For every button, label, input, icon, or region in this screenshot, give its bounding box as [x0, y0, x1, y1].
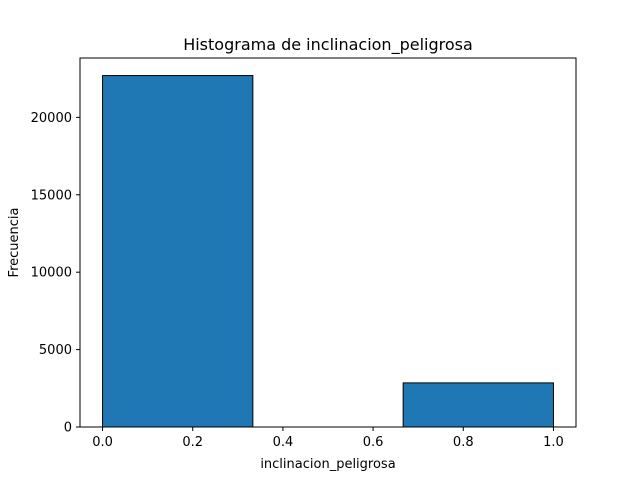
x-tick-label-5: 1.0 [543, 435, 564, 450]
histogram-bar-0 [102, 75, 254, 428]
x-axis-title: inclinacion_peligrosa [260, 457, 395, 472]
x-tick-label-0: 0.0 [92, 435, 113, 450]
x-tick-label-2: 0.4 [273, 435, 294, 450]
y-tick-label-1: 5000 [39, 343, 72, 358]
axes-frame [79, 57, 577, 428]
histogram-bar-2 [402, 382, 554, 428]
chart-title: Histograma de inclinacion_peligrosa [183, 35, 473, 55]
x-tick-label-4: 0.8 [453, 435, 474, 450]
x-tick-label-1: 0.2 [182, 435, 203, 450]
y-axis-title: Frecuencia [7, 208, 22, 278]
x-tick-label-3: 0.6 [363, 435, 384, 450]
y-tick-label-0: 0 [64, 421, 72, 436]
bars-layer [102, 75, 554, 428]
y-tick-label-3: 15000 [31, 188, 72, 203]
y-tick-label-4: 20000 [31, 111, 72, 126]
ticks-layer: 0.0 0.2 0.4 0.6 0.8 1.0 0 5000 10000 15000 20000 [31, 111, 564, 450]
y-tick-label-2: 10000 [31, 266, 72, 281]
